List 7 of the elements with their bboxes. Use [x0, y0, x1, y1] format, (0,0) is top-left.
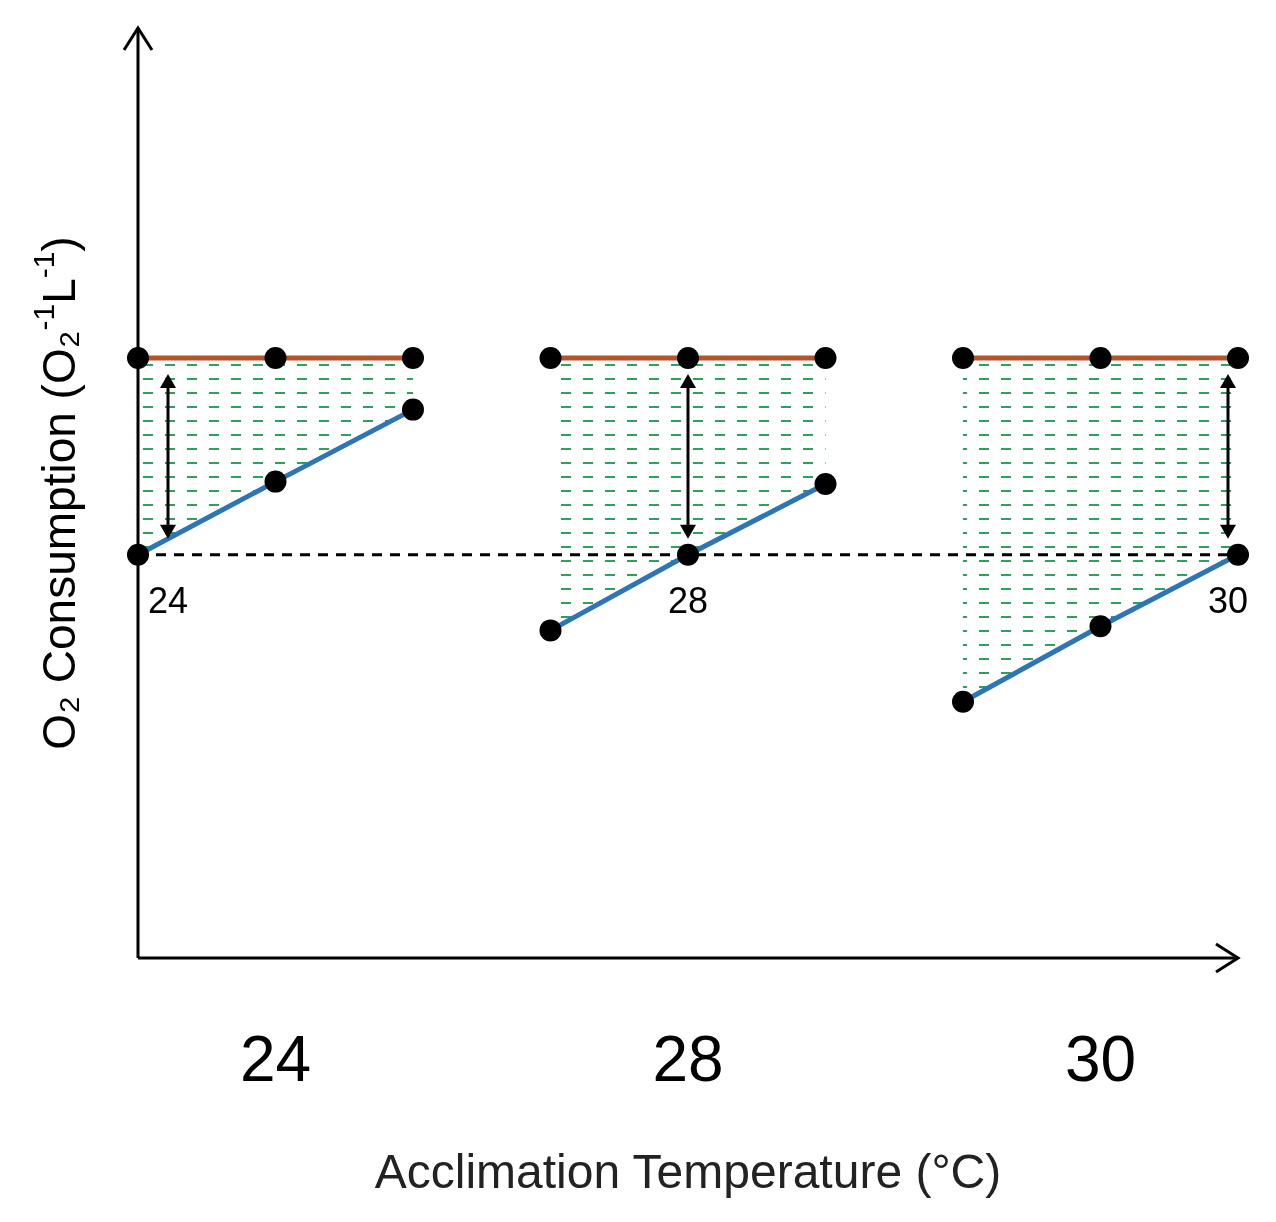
annotation: 30: [1207, 579, 1249, 621]
x-tick-label: 24: [239, 1023, 312, 1096]
x-tick-label: 28: [652, 1023, 724, 1096]
annotation: 24: [147, 579, 189, 621]
x-axis-title: Acclimation Temperature (°C): [374, 1145, 1002, 1198]
annotation: 28: [667, 579, 709, 621]
x-tick-label: 30: [1064, 1023, 1137, 1096]
